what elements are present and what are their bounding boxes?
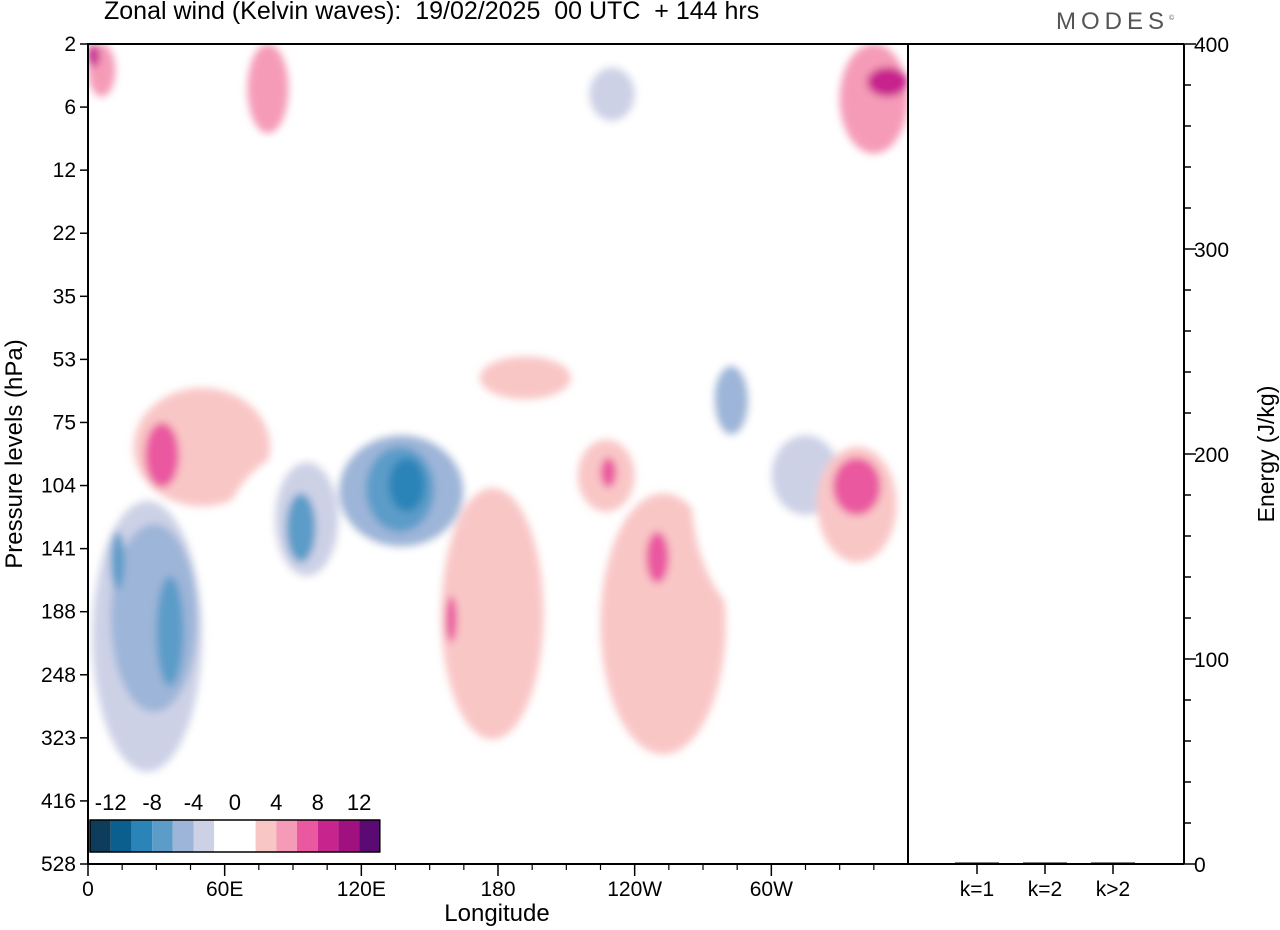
- colorbar-cell: [193, 820, 215, 852]
- colorbar-label: -8: [142, 790, 162, 815]
- y-tick-label: 2: [64, 33, 76, 56]
- heatmap-region: [445, 595, 457, 643]
- energy-bar-panel: 0 100 200 300 400 Energy (J/kg) k=1 k=2 k>2: [908, 34, 1279, 901]
- y-tick-label: 416: [41, 790, 76, 813]
- energy-category-label: k>2: [1096, 878, 1130, 901]
- y-tick-label: 75: [53, 411, 76, 434]
- colorbar-frame: [89, 819, 381, 853]
- x-tick-label: 60W: [750, 878, 793, 901]
- colorbar-label: -12: [95, 790, 127, 815]
- y-tick-label: 22: [53, 222, 76, 245]
- colorbar-label: 12: [347, 790, 371, 815]
- colorbar-label: 0: [229, 790, 241, 815]
- y-tick-label: 53: [53, 348, 76, 371]
- y-axis-label: Pressure levels (hPa): [1, 339, 28, 568]
- energy-tick-label: 300: [1194, 239, 1229, 262]
- y-tick-label: 248: [41, 664, 76, 687]
- heatmap-region: [634, 794, 692, 864]
- x-tick-label: 60E: [206, 878, 243, 901]
- colorbar-cell: [234, 820, 256, 852]
- heatmap-region: [384, 44, 471, 171]
- energy-bar: [1091, 862, 1135, 864]
- energy-tick-label: 0: [1194, 854, 1206, 877]
- heatmap-region: [286, 493, 316, 563]
- colorbar-cell: [317, 820, 339, 852]
- colorbar-cell: [152, 820, 173, 852]
- heatmap-region: [144, 422, 180, 488]
- heatmap-region: [110, 531, 125, 590]
- heatmap-region: [589, 67, 635, 122]
- heatmap-region: [839, 170, 908, 234]
- colorbar-cell: [338, 820, 360, 852]
- y-tick-label: 528: [41, 853, 76, 876]
- colorbar-cell: [276, 820, 297, 852]
- heatmap-region: [88, 162, 102, 224]
- heatmap-region: [600, 493, 726, 755]
- heatmap-region: [479, 356, 571, 400]
- logo-text: MODES: [1056, 8, 1170, 35]
- x-tick-label: 180: [480, 878, 515, 901]
- heatmap-region: [156, 576, 184, 687]
- colorbar-cell: [255, 820, 277, 852]
- colorbar-cell: [214, 820, 235, 852]
- colorbar-cell: [110, 820, 132, 852]
- x-tick-label: 120E: [337, 878, 386, 901]
- heatmap-region: [714, 366, 749, 435]
- colorbar-cell: [172, 820, 194, 852]
- x-axis-label: Longitude: [444, 900, 549, 927]
- colorbar-label: 4: [270, 790, 282, 815]
- heatmap-region: [832, 457, 881, 516]
- energy-bar: [955, 862, 999, 864]
- energy-tick-label: 400: [1194, 34, 1229, 57]
- y-tick-label: 188: [41, 601, 76, 624]
- heatmap-region: [867, 67, 908, 97]
- colorbar-cell: [297, 820, 318, 852]
- y-tick-label: 6: [64, 96, 76, 119]
- colorbar-cell: [90, 820, 111, 852]
- heatmap-region: [388, 457, 426, 512]
- y-tick-label: 104: [41, 475, 76, 498]
- energy-tick-label: 100: [1194, 649, 1229, 672]
- y-tick-label: 141: [41, 538, 76, 561]
- heatmap-region: [646, 531, 669, 584]
- energy-axis-label: Energy (J/kg): [1253, 386, 1279, 523]
- heatmap-regions: [88, 44, 908, 864]
- colorbar-cell: [131, 820, 153, 852]
- chart-title: Zonal wind (Kelvin waves): 19/02/2025 00…: [104, 0, 760, 25]
- colorbar-cell: [359, 820, 380, 852]
- heatmap-layer: [88, 44, 908, 864]
- energy-bar: [1023, 862, 1067, 864]
- heatmap-region: [441, 487, 544, 740]
- x-tick-label: 120W: [607, 878, 662, 901]
- y-tick-label: 12: [53, 159, 76, 182]
- y-tick-label: 35: [53, 285, 76, 308]
- colorbar-label: 8: [312, 790, 324, 815]
- heatmap-region: [247, 44, 289, 134]
- logo-mark: ©: [1169, 15, 1175, 22]
- heatmap-region: [88, 44, 100, 68]
- colorbar-label: -4: [184, 790, 204, 815]
- energy-category-label: k=2: [1028, 878, 1062, 901]
- energy-category-label: k=1: [960, 878, 994, 901]
- energy-tick-label: 200: [1194, 444, 1229, 467]
- heatmap-region: [839, 44, 908, 154]
- colorbar: -12 -8 -4 0 4 8 12: [89, 790, 381, 853]
- y-tick-label: 323: [41, 727, 76, 750]
- x-tick-label: 0: [82, 878, 94, 901]
- heatmap-region: [452, 67, 521, 154]
- axes-layer: 2 6 12 22 35 53 75 104 141 188 248 323 416 528 Pressur…: [1, 33, 909, 927]
- modes-logo: MODES©: [1056, 8, 1174, 36]
- heatmap-region: [600, 457, 617, 488]
